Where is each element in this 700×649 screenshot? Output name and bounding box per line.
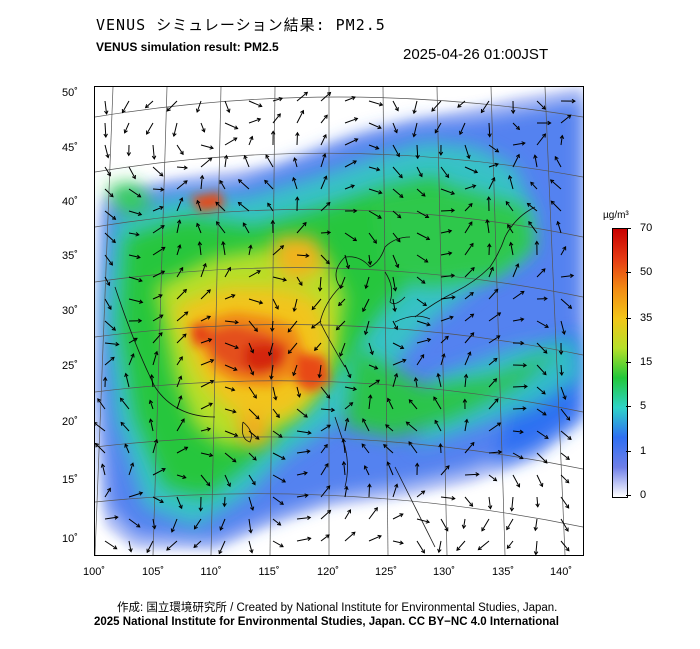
lon-label-110: 110˚	[200, 566, 222, 578]
colorbar-tick-70: 70	[640, 222, 653, 234]
lon-label-125: 125˚	[374, 566, 398, 578]
wind-vectors	[95, 91, 576, 555]
colorbar-tick-5: 5	[640, 400, 647, 412]
title-english: VENUS simulation result: PM2.5	[96, 40, 279, 54]
copyright-line: 2025 National Institute for Environmenta…	[94, 616, 559, 628]
colorbar-unit: µg/m³	[603, 210, 629, 221]
lon-label-115: 115˚	[258, 566, 280, 578]
colorbar-tick-35: 35	[640, 312, 653, 324]
pm25-concentration-field	[95, 87, 583, 555]
pm25-map	[94, 86, 584, 556]
colorbar-tick-15: 15	[640, 356, 653, 368]
lon-label-135: 135˚	[491, 566, 515, 578]
title-japanese: VENUS シミュレーション結果: PM2.5	[96, 16, 386, 34]
colorbar-tick-50: 50	[640, 266, 653, 278]
lat-label-45: 45˚	[62, 142, 78, 154]
lat-label-40: 40˚	[62, 196, 78, 208]
colorbar-tick-0: 0	[640, 489, 647, 501]
colorbar-tick-1: 1	[640, 445, 647, 457]
lat-label-20: 20˚	[62, 416, 78, 428]
lat-label-25: 25˚	[62, 360, 78, 372]
graticule	[95, 87, 583, 555]
lat-label-10: 10˚	[62, 533, 78, 545]
lon-label-120: 120˚	[316, 566, 340, 578]
lon-label-140: 140˚	[549, 566, 573, 578]
lat-label-30: 30˚	[62, 305, 78, 317]
forecast-timestamp: 2025-04-26 01:00JST	[403, 46, 549, 63]
colorbar	[612, 228, 628, 498]
credit-line: 作成: 国立環境研究所 / Created by National Instit…	[117, 602, 558, 614]
lat-label-35: 35˚	[62, 250, 78, 262]
lon-label-100: 100˚	[82, 566, 106, 578]
lat-label-50: 50˚	[62, 87, 78, 99]
lon-label-105: 105˚	[141, 566, 165, 578]
lon-label-130: 130˚	[432, 566, 456, 578]
lat-label-15: 15˚	[62, 474, 78, 486]
